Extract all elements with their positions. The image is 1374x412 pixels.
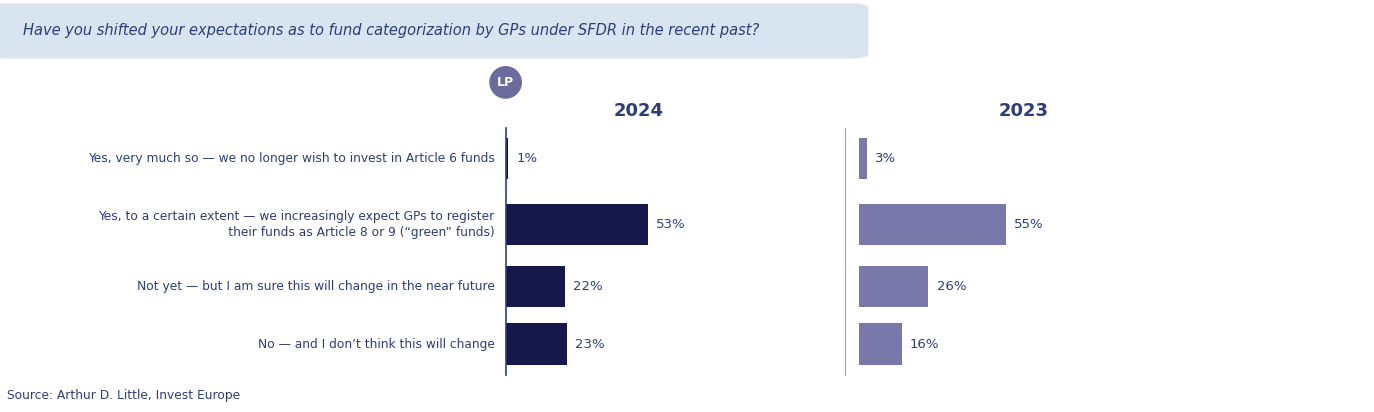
FancyBboxPatch shape: [859, 266, 929, 307]
Text: 2023: 2023: [999, 102, 1048, 120]
Text: 53%: 53%: [655, 218, 686, 231]
Text: Have you shifted your expectations as to fund categorization by GPs under SFDR i: Have you shifted your expectations as to…: [23, 23, 760, 38]
Text: Source: Arthur D. Little, Invest Europe: Source: Arthur D. Little, Invest Europe: [7, 389, 240, 402]
FancyBboxPatch shape: [859, 323, 901, 365]
Text: 23%: 23%: [576, 337, 605, 351]
Text: 26%: 26%: [937, 280, 966, 293]
Text: 55%: 55%: [1014, 218, 1044, 231]
Text: Not yet — but I am sure this will change in the near future: Not yet — but I am sure this will change…: [137, 280, 495, 293]
Text: 22%: 22%: [573, 280, 602, 293]
FancyBboxPatch shape: [506, 204, 647, 245]
FancyBboxPatch shape: [506, 138, 508, 179]
Text: 1%: 1%: [517, 152, 537, 165]
Text: 3%: 3%: [875, 152, 896, 165]
FancyBboxPatch shape: [506, 323, 567, 365]
Text: Yes, very much so — we no longer wish to invest in Article 6 funds: Yes, very much so — we no longer wish to…: [88, 152, 495, 165]
Text: 16%: 16%: [910, 337, 940, 351]
Text: No — and I don’t think this will change: No — and I don’t think this will change: [258, 337, 495, 351]
FancyBboxPatch shape: [859, 138, 867, 179]
Text: LP: LP: [497, 76, 514, 89]
FancyBboxPatch shape: [0, 3, 868, 59]
FancyBboxPatch shape: [859, 204, 1006, 245]
Text: Yes, to a certain extent — we increasingly expect GPs to register
      their fu: Yes, to a certain extent — we increasing…: [99, 210, 495, 239]
FancyBboxPatch shape: [506, 266, 565, 307]
Text: 2024: 2024: [614, 102, 664, 120]
Ellipse shape: [491, 67, 521, 98]
